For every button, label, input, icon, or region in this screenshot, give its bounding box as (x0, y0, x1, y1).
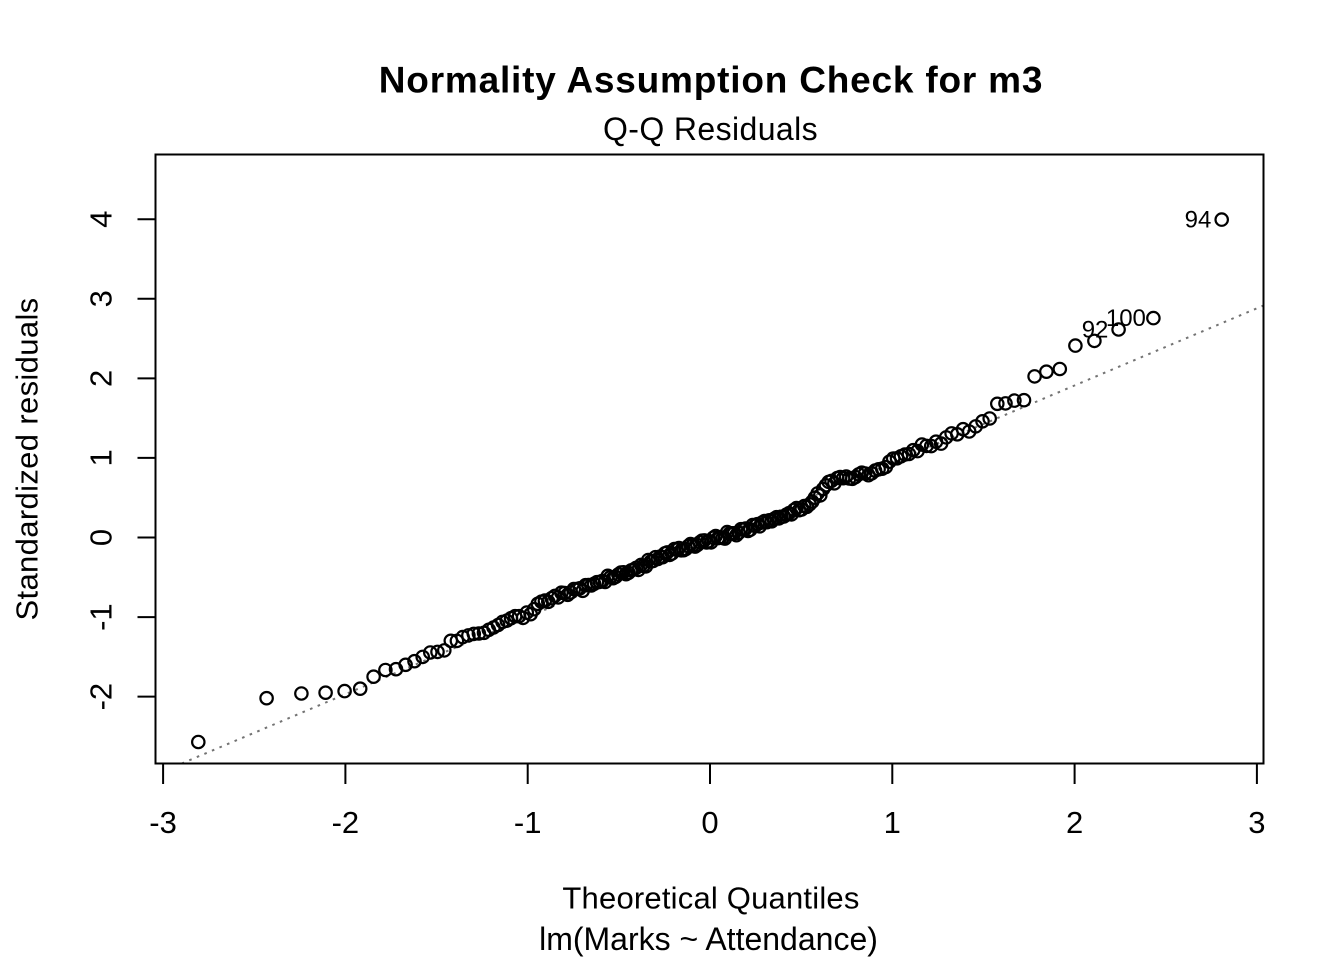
svg-text:1: 1 (84, 449, 119, 466)
svg-text:Theoretical Quantiles: Theoretical Quantiles (562, 881, 859, 916)
svg-text:-1: -1 (514, 805, 542, 840)
svg-text:2: 2 (1066, 805, 1083, 840)
svg-text:0: 0 (84, 529, 119, 546)
svg-text:2: 2 (84, 370, 119, 387)
svg-text:-2: -2 (332, 805, 360, 840)
svg-text:0: 0 (701, 805, 718, 840)
svg-text:100: 100 (1106, 305, 1146, 332)
svg-text:3: 3 (84, 290, 119, 307)
svg-text:lm(Marks ~ Attendance): lm(Marks ~ Attendance) (539, 921, 878, 957)
svg-text:-1: -1 (84, 603, 119, 631)
svg-text:Standardized residuals: Standardized residuals (10, 297, 45, 620)
svg-text:94: 94 (1185, 207, 1212, 234)
svg-text:Normality Assumption Check for: Normality Assumption Check for m3 (379, 60, 1043, 101)
svg-text:92: 92 (1082, 317, 1109, 344)
svg-text:4: 4 (84, 211, 119, 228)
svg-text:3: 3 (1248, 805, 1265, 840)
svg-text:1: 1 (884, 805, 901, 840)
svg-text:-2: -2 (84, 683, 119, 711)
svg-text:-3: -3 (149, 805, 177, 840)
svg-text:Q-Q Residuals: Q-Q Residuals (603, 111, 818, 147)
